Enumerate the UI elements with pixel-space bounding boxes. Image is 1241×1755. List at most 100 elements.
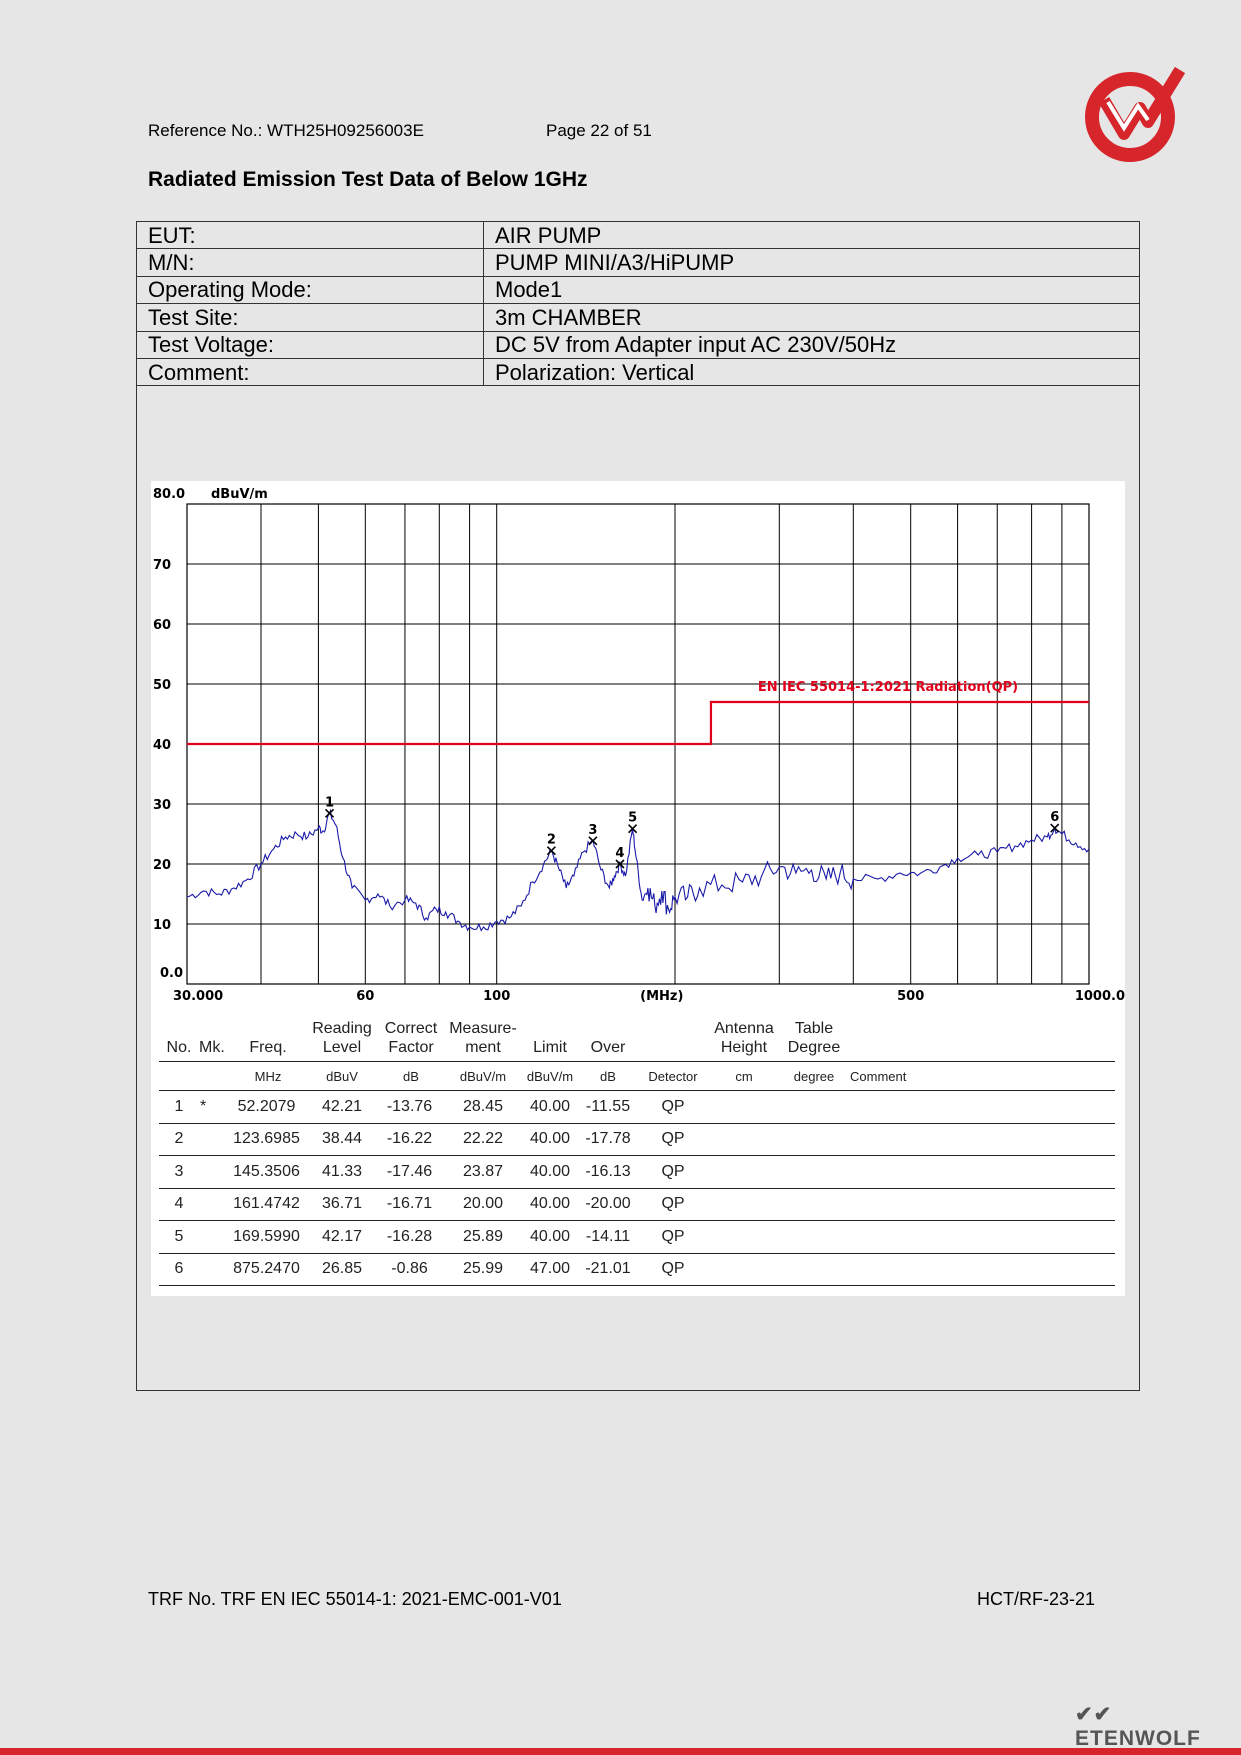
- peak-marker-x: [546, 846, 556, 856]
- reference-number: Reference No.: WTH25H09256003E: [148, 121, 424, 140]
- peak-marker-x: [324, 808, 335, 818]
- peak-marker-label: 1: [325, 795, 334, 810]
- peak-marker-x: [628, 824, 638, 834]
- cell-mk: [199, 1155, 229, 1189]
- limit-path: [187, 700, 1089, 746]
- cell-freq: 169.5990: [229, 1220, 307, 1254]
- cell-reading: 42.17: [307, 1220, 377, 1254]
- cell-mk: [199, 1253, 229, 1286]
- info-value: 3m CHAMBER: [483, 303, 1140, 332]
- table-row: 6 875.2470 26.85 -0.86 25.99 47.00 -21.01 QP: [159, 1253, 1115, 1286]
- x-unit-label: (MHz): [640, 989, 683, 1004]
- cell-freq: 161.4742: [229, 1188, 307, 1221]
- footer-accent-bar: [0, 1748, 1241, 1755]
- cell-over: -11.55: [579, 1090, 637, 1124]
- cell-reading: 42.21: [307, 1090, 377, 1124]
- cell-reading: 36.71: [307, 1188, 377, 1221]
- col-table: Table Degree: [787, 1020, 841, 1056]
- cell-over: -17.78: [579, 1123, 637, 1156]
- table-row: 4 161.4742 36.71 -16.71 20.00 40.00 -20.00 QP: [159, 1188, 1115, 1221]
- page-title: Radiated Emission Test Data of Below 1GH…: [148, 168, 588, 191]
- cell-no: 5: [159, 1220, 199, 1254]
- info-label: Test Voltage:: [136, 330, 484, 359]
- page-number: Page 22 of 51: [546, 121, 652, 140]
- unit-cell: dB: [579, 1061, 637, 1091]
- emission-trace: [186, 808, 1090, 932]
- brand-wordmark: ✔✔ ETENWOLF: [1075, 1703, 1201, 1750]
- info-label: Comment:: [136, 357, 484, 387]
- cell-limit: 40.00: [521, 1188, 579, 1221]
- y-tick-label: 50: [153, 678, 171, 693]
- cell-mk: [199, 1188, 229, 1221]
- cell-freq: 52.2079: [229, 1090, 307, 1124]
- y-top-label: 80.0: [153, 487, 185, 502]
- cell-over: -20.00: [579, 1188, 637, 1221]
- cell-reading: 26.85: [307, 1253, 377, 1286]
- x-tick-label: 60: [356, 989, 374, 1004]
- cell-correct: -16.22: [377, 1123, 445, 1156]
- cell-measure: 22.22: [445, 1123, 521, 1156]
- y-tick-label: 20: [153, 858, 171, 873]
- cell-correct: -0.86: [377, 1253, 445, 1286]
- trace-line: [186, 808, 1090, 932]
- cell-detector: QP: [637, 1155, 709, 1189]
- trf-number: TRF No. TRF EN IEC 55014-1: 2021-EMC-001…: [148, 1589, 562, 1609]
- cell-measure: 28.45: [445, 1090, 521, 1124]
- info-label: Test Site:: [136, 303, 484, 332]
- table-row: 2 123.6985 38.44 -16.22 22.22 40.00 -17.78 QP: [159, 1123, 1115, 1156]
- y-tick-label: 70: [153, 558, 171, 573]
- cell-over: -21.01: [579, 1253, 637, 1286]
- cell-no: 1: [159, 1090, 199, 1124]
- info-value: PUMP MINI/A3/HiPUMP: [483, 248, 1140, 277]
- cell-limit: 40.00: [521, 1220, 579, 1254]
- y-tick-label: 60: [153, 618, 171, 633]
- info-label: EUT:: [136, 220, 484, 250]
- x-tick-label: 30.000: [173, 989, 223, 1004]
- cell-detector: QP: [637, 1090, 709, 1124]
- peak-marker-label: 4: [615, 846, 624, 861]
- cell-mk: [199, 1220, 229, 1254]
- cell-freq: 875.2470: [229, 1253, 307, 1286]
- info-label: Operating Mode:: [136, 275, 484, 305]
- info-row: Test Site: 3m CHAMBER: [136, 303, 1140, 332]
- x-tick-label: 100: [483, 989, 510, 1004]
- cell-no: 2: [159, 1123, 199, 1156]
- cell-detector: QP: [637, 1123, 709, 1156]
- cell-correct: -16.28: [377, 1220, 445, 1254]
- unit-cell: MHz: [229, 1061, 307, 1091]
- x-tick-label: 1000.0: [1075, 989, 1125, 1004]
- col-mk: Mk.: [199, 1039, 225, 1056]
- unit-cell: dBuV/m: [521, 1061, 579, 1091]
- cell-freq: 145.3506: [229, 1155, 307, 1189]
- cell-detector: QP: [637, 1220, 709, 1254]
- cell-no: 6: [159, 1253, 199, 1286]
- unit-cell: degree: [779, 1061, 849, 1091]
- results-table: No. Mk. Freq. Reading Level Correct Factor…: [159, 1017, 1115, 1286]
- col-freq: Freq.: [249, 1039, 287, 1056]
- emission-chart: EN IEC 55014-1:2021 Radiation(QP) 1 2 3 4 5 6…: [153, 487, 1125, 1004]
- y-tick-label: 40: [153, 738, 171, 753]
- company-logo-icon: [1085, 66, 1186, 162]
- cell-measure: 23.87: [445, 1155, 521, 1189]
- unit-cell: dBuV/m: [445, 1061, 521, 1091]
- unit-cell: dB: [377, 1061, 445, 1091]
- peak-marker-x: [615, 859, 625, 869]
- peak-markers: 1 2 3 4 5 6: [324, 795, 1060, 869]
- peak-marker-label: 6: [1050, 810, 1059, 825]
- col-comment: [849, 1017, 1115, 1062]
- cell-freq: 123.6985: [229, 1123, 307, 1156]
- x-tick-label: 500: [897, 989, 924, 1004]
- limit-label: EN IEC 55014-1:2021 Radiation(QP): [758, 680, 1018, 695]
- axis-labels: 80.0 dBuV/m 10 20 30 40 50 60 70 0.0 30.000 60 100 50…: [153, 487, 1125, 1004]
- unit-cell: Detector: [637, 1061, 709, 1091]
- cell-reading: 41.33: [307, 1155, 377, 1189]
- info-row: Test Voltage: DC 5V from Adapter input AC…: [136, 330, 1140, 359]
- col-measure: Measure-ment: [449, 1020, 517, 1056]
- info-value: AIR PUMP: [483, 220, 1140, 250]
- cell-over: -14.11: [579, 1220, 637, 1254]
- cell-limit: 40.00: [521, 1155, 579, 1189]
- col-no: No.: [166, 1039, 192, 1056]
- results-header-row: No. Mk. Freq. Reading Level Correct Factor…: [159, 1017, 1115, 1062]
- col-over: Over: [590, 1039, 626, 1056]
